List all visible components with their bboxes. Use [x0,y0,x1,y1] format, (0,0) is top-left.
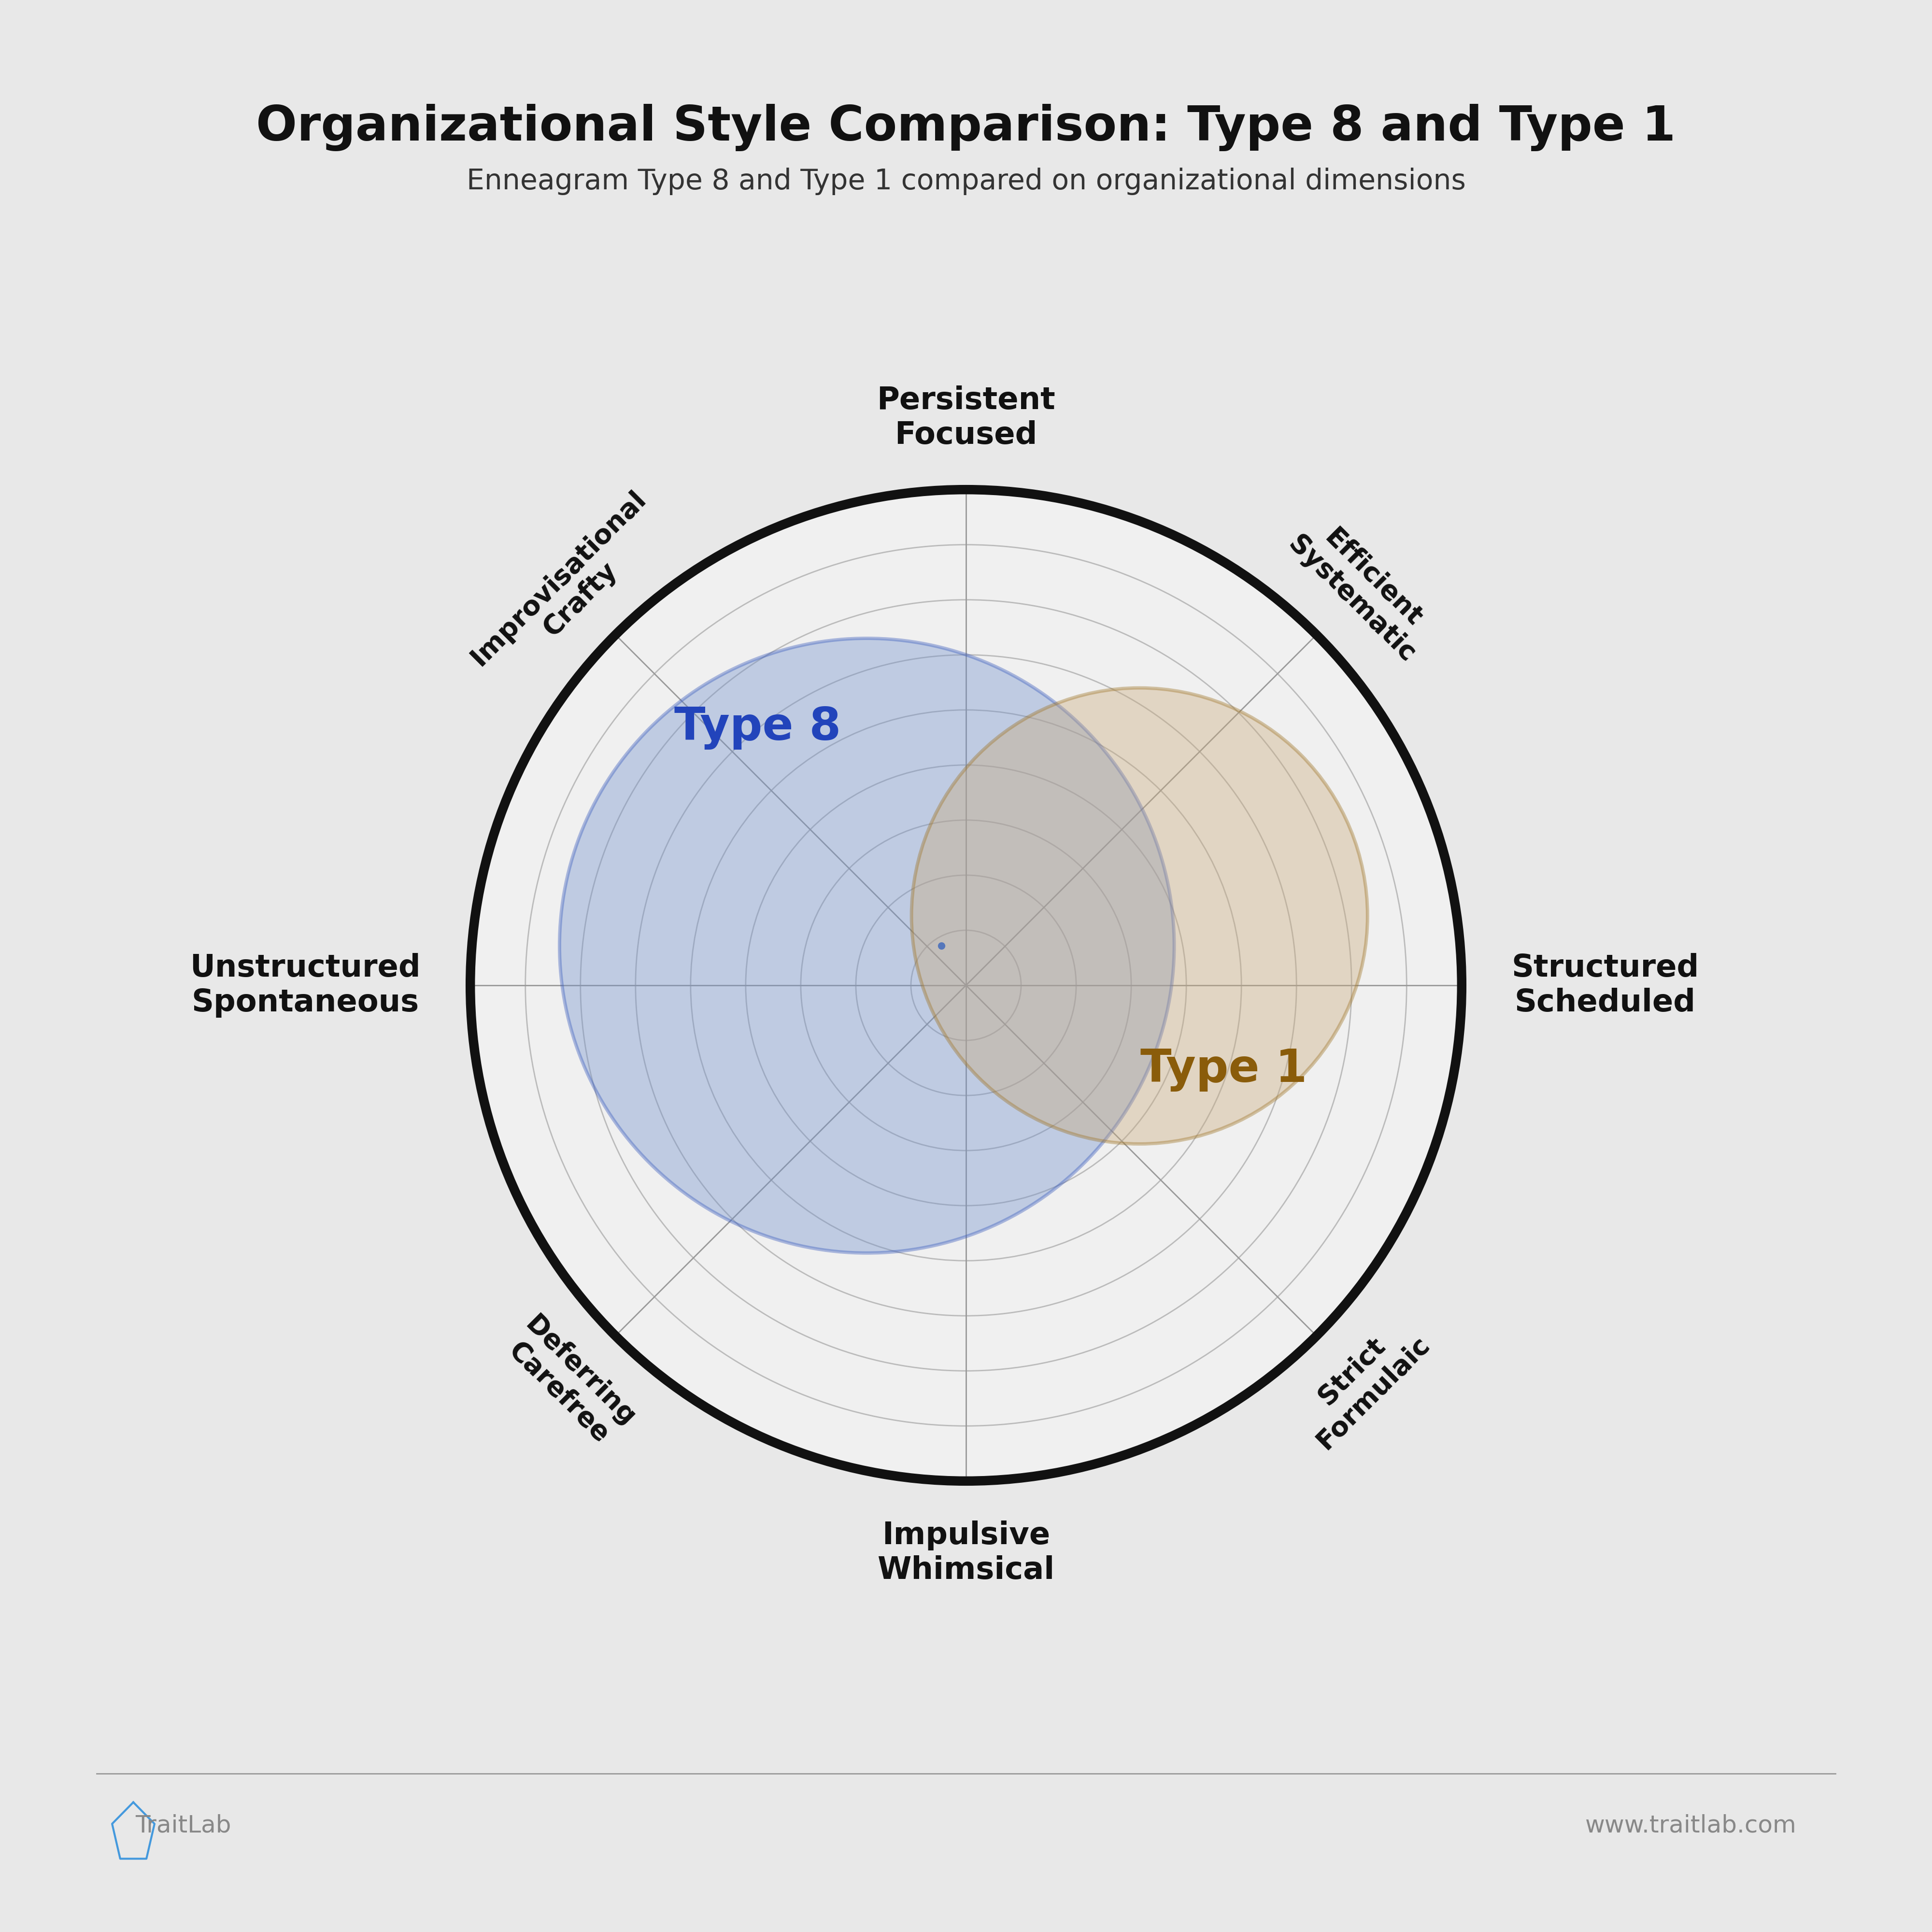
Text: Deferring
Carefree: Deferring Carefree [498,1312,639,1453]
Text: Organizational Style Comparison: Type 8 and Type 1: Organizational Style Comparison: Type 8 … [257,104,1675,151]
Text: Strict
Formulaic: Strict Formulaic [1291,1310,1435,1455]
Text: Type 1: Type 1 [1140,1047,1308,1092]
Circle shape [560,638,1175,1254]
Circle shape [469,489,1463,1482]
Text: www.traitlab.com: www.traitlab.com [1586,1814,1797,1837]
Text: Enneagram Type 8 and Type 1 compared on organizational dimensions: Enneagram Type 8 and Type 1 compared on … [466,168,1466,195]
Text: Persistent
Focused: Persistent Focused [877,384,1055,450]
Text: Type 8: Type 8 [674,705,840,750]
Text: Unstructured
Spontaneous: Unstructured Spontaneous [189,952,421,1018]
Text: Impulsive
Whimsical: Impulsive Whimsical [877,1520,1055,1586]
Text: Improvisational
Crafty: Improvisational Crafty [466,485,672,692]
Text: Structured
Scheduled: Structured Scheduled [1511,952,1698,1018]
Text: Efficient
Systematic: Efficient Systematic [1283,510,1441,668]
Circle shape [912,688,1368,1144]
Text: TraitLab: TraitLab [135,1814,232,1837]
